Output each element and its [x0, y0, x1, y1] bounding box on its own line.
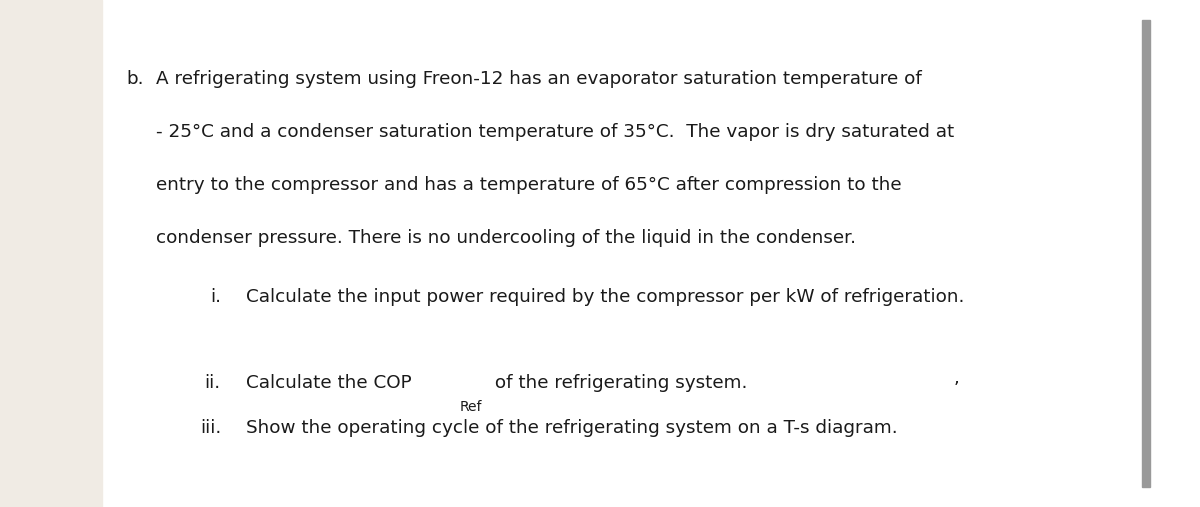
Text: Calculate the input power required by the compressor per kW of refrigeration.: Calculate the input power required by th… — [246, 287, 965, 306]
Text: Calculate the COP: Calculate the COP — [246, 374, 412, 392]
Text: i.: i. — [210, 287, 221, 306]
Text: Ref: Ref — [460, 400, 482, 414]
Text: ii.: ii. — [204, 374, 220, 392]
Text: Show the operating cycle of the refrigerating system on a T-s diagram.: Show the operating cycle of the refriger… — [246, 419, 898, 438]
Bar — [0, 0, 102, 507]
Text: b.: b. — [126, 69, 144, 88]
Text: entry to the compressor and has a temperature of 65°C after compression to the: entry to the compressor and has a temper… — [156, 176, 901, 194]
Text: condenser pressure. There is no undercooling of the liquid in the condenser.: condenser pressure. There is no undercoo… — [156, 229, 856, 247]
Bar — [1142, 20, 1150, 487]
Text: ,: , — [954, 369, 960, 387]
Text: A refrigerating system using Freon-12 has an evaporator saturation temperature o: A refrigerating system using Freon-12 ha… — [156, 69, 922, 88]
Text: of the refrigerating system.: of the refrigerating system. — [488, 374, 748, 392]
Text: iii.: iii. — [200, 419, 222, 438]
Text: - 25°C and a condenser saturation temperature of 35°C.  The vapor is dry saturat: - 25°C and a condenser saturation temper… — [156, 123, 954, 141]
